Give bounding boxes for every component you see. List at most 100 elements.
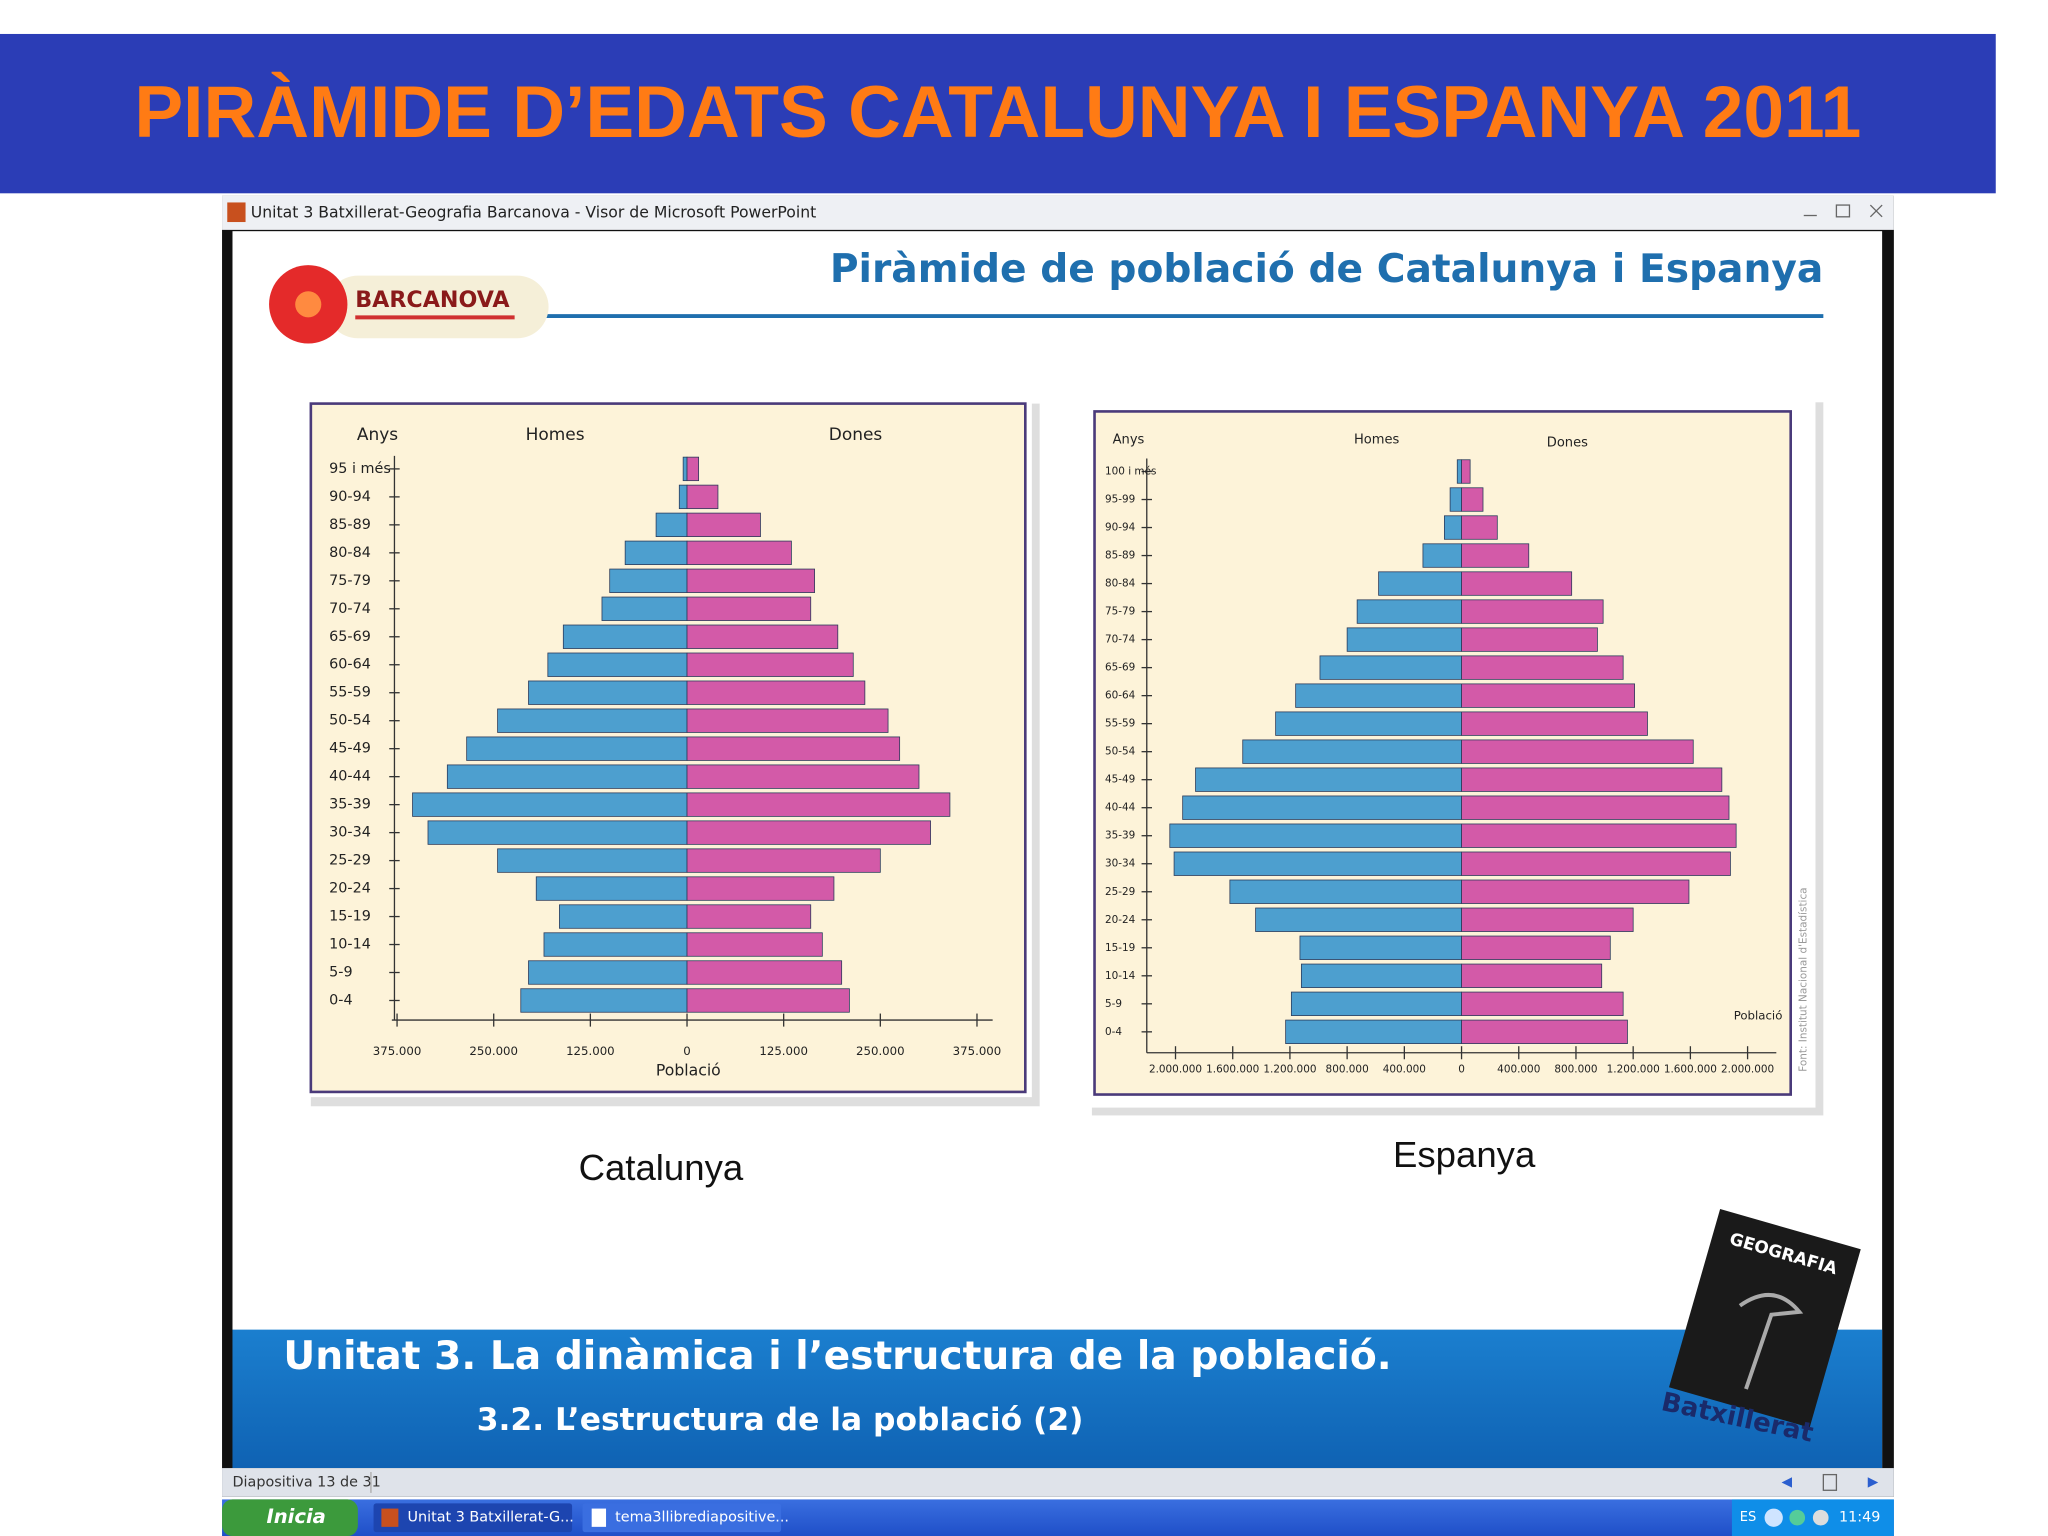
bar [497, 848, 688, 873]
y-tick-label: 50-54 [329, 713, 371, 729]
bar [686, 960, 843, 985]
tray-icon [1764, 1508, 1783, 1527]
bar [1300, 963, 1462, 988]
y-tick-label: 15-19 [329, 909, 371, 925]
x-tick-label: 1.200.000 [1263, 1064, 1316, 1076]
bar [1461, 879, 1690, 904]
y-tick-label: 30-34 [329, 825, 371, 841]
bar [1290, 991, 1462, 1016]
task-item[interactable] [582, 1503, 782, 1533]
bar [1461, 935, 1611, 960]
bar [1378, 571, 1462, 596]
x-tick-label: 800.000 [1326, 1064, 1369, 1076]
bar [686, 708, 889, 733]
bar [520, 988, 688, 1013]
y-tick-label: 95 i més [329, 461, 391, 477]
legend-label: Homes [526, 425, 585, 445]
x-tick-label: 400.000 [1383, 1064, 1426, 1076]
y-tick-label: 65-69 [1105, 662, 1135, 674]
bar [686, 932, 823, 957]
y-tick-label: 85-89 [1105, 550, 1135, 562]
bar [601, 596, 688, 621]
bar [686, 736, 901, 761]
window-titlebar [222, 195, 1894, 230]
status-slide: Diapositiva 13 de 31 [232, 1474, 380, 1490]
legend-label: Dones [829, 425, 883, 445]
nav-buttons[interactable] [1781, 1473, 1879, 1491]
task-item[interactable] [373, 1503, 573, 1533]
window-title: Unitat 3 Batxillerat-Geografia Barcanova… [251, 202, 817, 221]
bar [686, 764, 920, 789]
bar [686, 596, 812, 621]
bar [686, 484, 719, 510]
bar [528, 680, 688, 705]
bar [562, 624, 688, 649]
y-tick-label: 70-74 [1105, 634, 1136, 646]
start-button[interactable] [222, 1499, 358, 1536]
bar [1456, 459, 1462, 484]
bar [678, 484, 688, 510]
y-tick-label: 40-44 [329, 769, 371, 785]
bar [412, 792, 688, 817]
bar [686, 848, 881, 873]
x-tick-label: 0 [683, 1044, 690, 1058]
y-axis-label: Anys [1113, 433, 1145, 448]
legend-label: Homes [1354, 433, 1400, 448]
y-tick-label: 20-24 [1105, 914, 1136, 926]
bar [1461, 711, 1648, 736]
y-tick-label: 0-4 [329, 992, 352, 1008]
bar [609, 568, 688, 593]
source-note: Font: Institut Nacional d'Estadística [1798, 887, 1810, 1071]
header-band [0, 33, 1996, 194]
chart-caption: Espanya [1393, 1134, 1536, 1175]
y-tick-label: 5-9 [329, 965, 352, 981]
bar [528, 960, 688, 985]
bar [543, 932, 688, 957]
y-tick-label: 25-29 [1105, 886, 1135, 898]
x-tick-label: 250.000 [856, 1044, 905, 1058]
start-label[interactable]: Inicia [266, 1505, 325, 1528]
logo-dot [295, 291, 322, 318]
bar [559, 904, 688, 929]
book-cover [1669, 1208, 1861, 1428]
bar [686, 512, 761, 538]
bar [686, 820, 931, 845]
y-tick-label: 65-69 [329, 629, 371, 645]
tray-language[interactable]: ES [1740, 1510, 1757, 1525]
bar [686, 792, 951, 817]
bar [1356, 599, 1462, 624]
x-tick-label: 375.000 [953, 1044, 1002, 1058]
bar [1195, 767, 1462, 792]
bar [1461, 1019, 1628, 1044]
y-axis-label: Anys [357, 425, 398, 445]
y-tick-label: 35-39 [329, 797, 371, 813]
y-tick-label: 0-4 [1105, 1026, 1122, 1038]
tray-icon [1812, 1509, 1829, 1526]
y-tick-label: 80-84 [329, 545, 371, 561]
y-tick-label: 45-49 [1105, 774, 1135, 786]
x-axis-label: Població [656, 1061, 721, 1080]
y-tick-label: 20-24 [329, 881, 371, 897]
y-tick-label: 35-39 [1105, 830, 1135, 842]
tray-icon [1789, 1509, 1806, 1526]
y-tick-label: 40-44 [1105, 802, 1136, 814]
header-title: PIRÀMIDE D’EDATS CATALUNYA I ESPANYA 201… [134, 72, 1861, 153]
task-label[interactable]: tema3llibrediapositive... [615, 1510, 789, 1526]
bar [1449, 487, 1462, 512]
bar [1242, 739, 1462, 764]
window-controls[interactable] [1803, 204, 1883, 218]
bar [682, 456, 688, 482]
tray-clock: 11:49 [1839, 1510, 1880, 1526]
chart-caption: Catalunya [579, 1147, 744, 1188]
bar [686, 568, 815, 593]
status-bar [222, 1468, 1894, 1497]
y-tick-label: 25-29 [329, 853, 371, 869]
bar [1275, 711, 1462, 736]
x-tick-label: 0 [1458, 1064, 1465, 1076]
bar [1461, 487, 1484, 512]
y-tick-label: 100 i més [1105, 466, 1156, 478]
logo-text: BARCANOVA [355, 287, 510, 313]
task-label[interactable]: Unitat 3 Batxillerat-G... [408, 1510, 574, 1526]
y-tick-label: 10-14 [1105, 970, 1136, 982]
